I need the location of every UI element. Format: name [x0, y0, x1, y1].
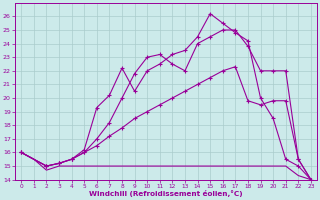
X-axis label: Windchill (Refroidissement éolien,°C): Windchill (Refroidissement éolien,°C) [89, 190, 243, 197]
